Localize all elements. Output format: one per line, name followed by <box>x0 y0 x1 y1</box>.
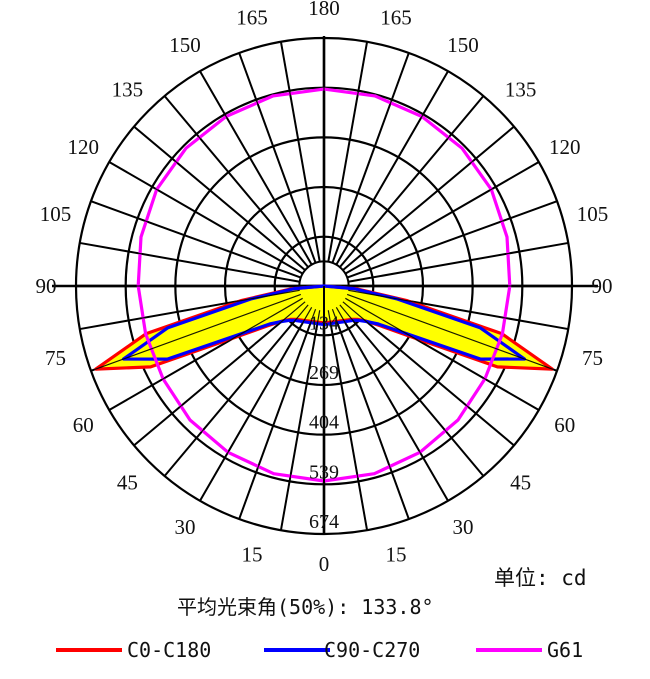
overlay-spoke-260 <box>79 242 300 283</box>
overlay-spoke-280 <box>79 289 300 330</box>
angle-label-left-165: 165 <box>236 6 268 30</box>
angle-label-right-30: 30 <box>453 515 474 539</box>
angle-label-right-75: 75 <box>582 346 603 370</box>
overlay-spoke-350 <box>280 310 321 531</box>
angle-label-left-150: 150 <box>169 33 201 57</box>
ring-label-674: 674 <box>309 511 339 533</box>
angle-label-left-105: 105 <box>40 202 72 226</box>
ring-label-539: 539 <box>309 461 339 483</box>
overlay-spoke-50 <box>342 301 515 446</box>
legend-label-c90-c270: C90-C270 <box>324 638 420 662</box>
angle-label-right-150: 150 <box>447 33 479 57</box>
overlay-spoke-230 <box>133 126 306 271</box>
overlay-spoke-100 <box>348 242 569 283</box>
overlay-spoke-300 <box>108 297 303 411</box>
overlay-spoke-130 <box>342 126 515 271</box>
overlay-spoke-40 <box>339 304 484 477</box>
angle-label-right-45: 45 <box>510 471 531 495</box>
overlay-spoke-220 <box>164 95 309 268</box>
ring-label-134: 134 <box>309 312 339 334</box>
angle-label-left-0: 0 <box>319 552 330 576</box>
overlay-spoke-340 <box>238 308 317 520</box>
legend-label-g61: G61 <box>547 638 583 662</box>
angle-label-left-120: 120 <box>67 135 99 159</box>
overlay-spoke-160 <box>331 52 410 264</box>
angle-label-right-135: 135 <box>505 77 537 101</box>
angle-label-right-165: 165 <box>380 6 412 30</box>
angle-label-left-15: 15 <box>242 543 263 567</box>
ring-label-404: 404 <box>309 412 339 434</box>
legend-label-c0-c180: C0-C180 <box>127 638 211 662</box>
overlay-spoke-190 <box>280 41 321 262</box>
angle-label-left-60: 60 <box>73 413 94 437</box>
overlay-spoke-170 <box>327 41 368 262</box>
angle-label-right-15: 15 <box>386 543 407 567</box>
angle-label-right-120: 120 <box>549 135 581 159</box>
angle-label-left-30: 30 <box>175 515 196 539</box>
unit-label: 单位: cd <box>494 566 587 590</box>
angle-label-left-45: 45 <box>117 471 138 495</box>
overlay-spoke-150 <box>335 70 449 265</box>
angle-label-left-75: 75 <box>45 346 66 370</box>
overlay-spoke-60 <box>345 297 540 411</box>
overlay-spoke-290 <box>90 293 302 372</box>
ring-label-269: 269 <box>309 362 339 384</box>
overlay-spoke-80 <box>348 289 569 330</box>
overlay-spoke-330 <box>199 307 313 502</box>
legend: C0-C180 C90-C270 G61 <box>56 638 583 662</box>
angle-label-left-90: 90 <box>36 274 57 298</box>
overlay-spoke-210 <box>199 70 313 265</box>
overlay-spoke-10 <box>327 310 368 531</box>
overlay-spoke-310 <box>133 301 306 446</box>
overlay-spoke-30 <box>335 307 449 502</box>
overlay-spoke-200 <box>238 52 317 264</box>
overlay-spoke-120 <box>345 161 540 275</box>
angle-label-right-105: 105 <box>577 202 609 226</box>
overlay-spoke-240 <box>108 161 303 275</box>
overlay-spoke-70 <box>346 293 558 372</box>
overlay-spoke-140 <box>339 95 484 268</box>
angle-label-left-180: 180 <box>308 0 340 20</box>
angle-label-right-60: 60 <box>554 413 575 437</box>
angle-label-right-90: 90 <box>592 274 613 298</box>
overlay-spoke-320 <box>164 304 309 477</box>
overlay-spoke-20 <box>331 308 410 520</box>
tick-labels: 0 15 30 45 60 75 90 105 120 135 150 165 180 15 30 45 60 7… <box>36 0 613 576</box>
distribution-curves <box>76 38 572 534</box>
overlay-spoke-250 <box>90 200 302 279</box>
angle-label-left-135: 135 <box>112 77 144 101</box>
beam-angle-label: 平均光束角(50%): 133.8° <box>177 595 434 619</box>
overlay-spoke-110 <box>346 200 558 279</box>
